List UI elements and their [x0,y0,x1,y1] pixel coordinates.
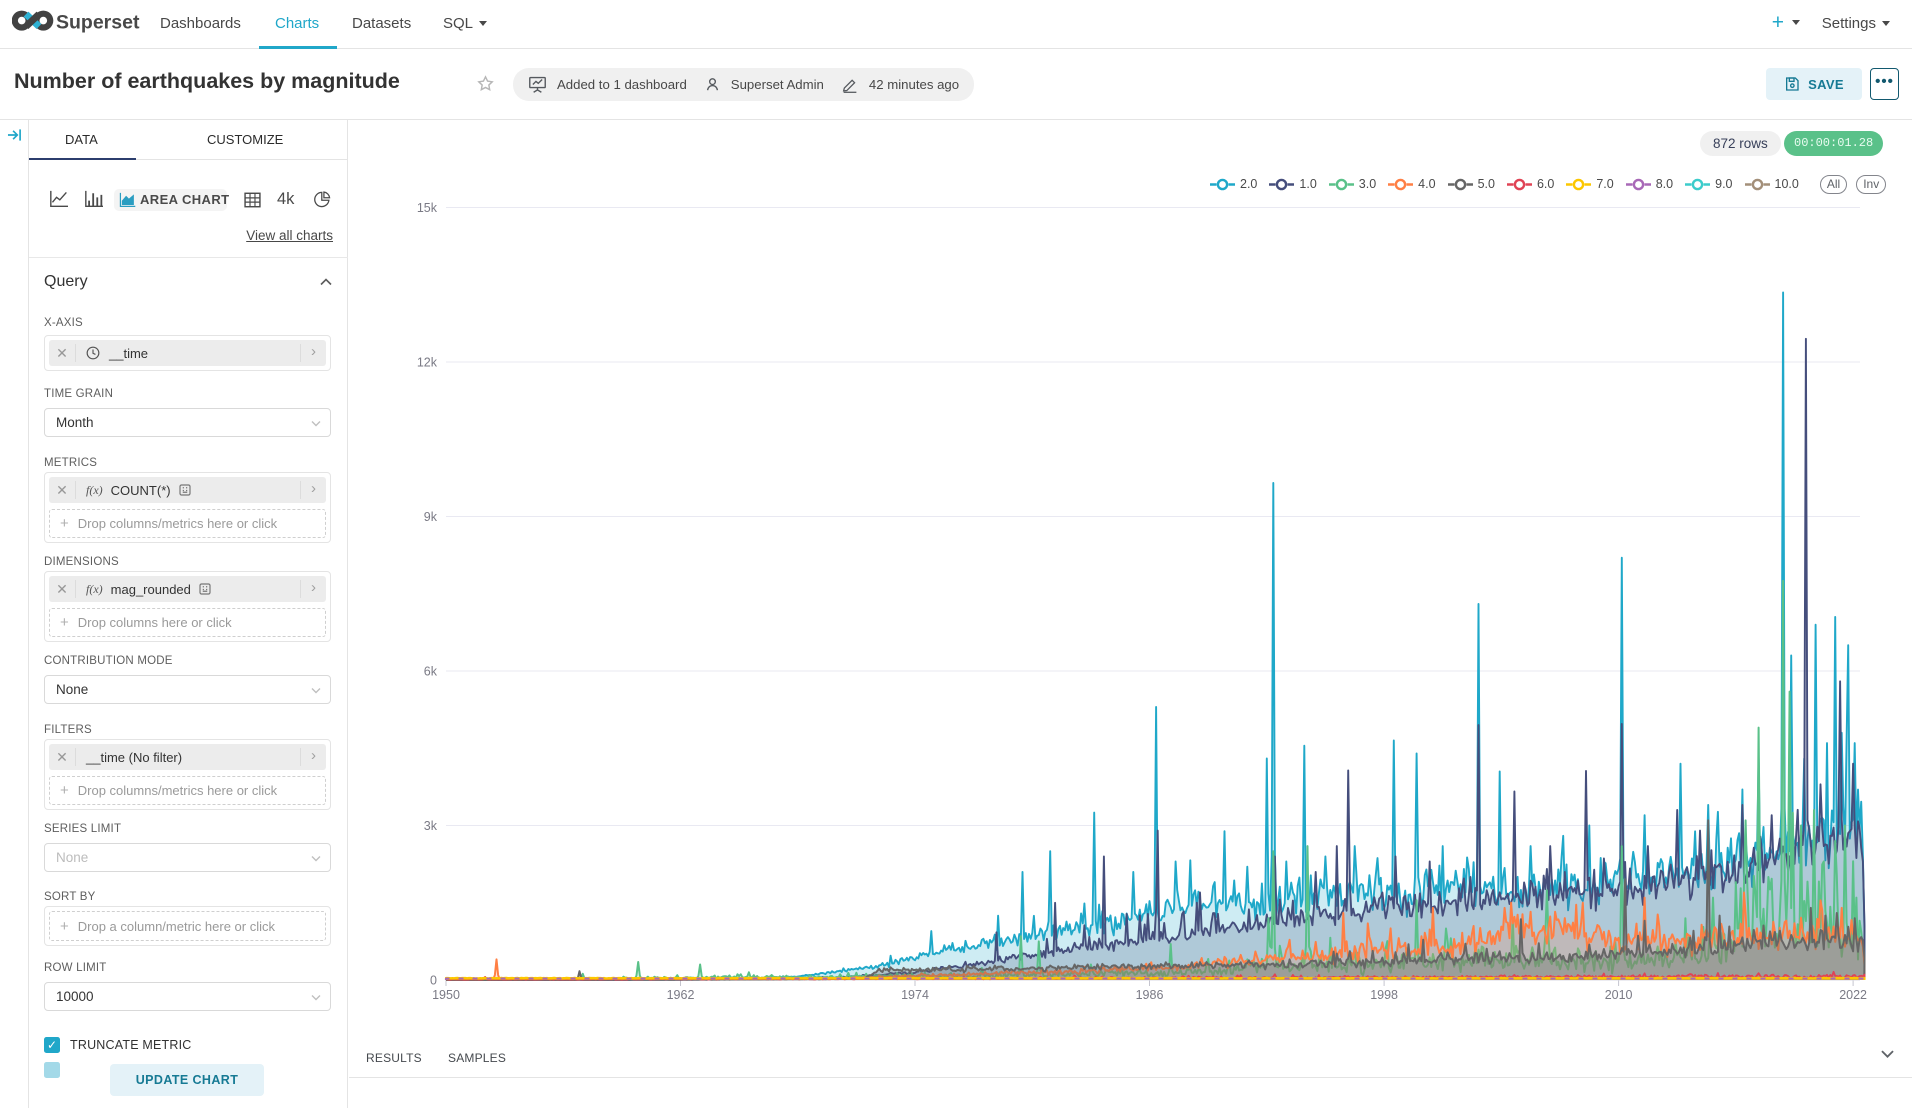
svg-text:2010: 2010 [1605,988,1633,1002]
svg-text:1986: 1986 [1136,988,1164,1002]
svg-text:2022: 2022 [1839,988,1867,1002]
svg-text:1962: 1962 [667,988,695,1002]
svg-text:0: 0 [430,974,437,988]
svg-text:6k: 6k [424,665,438,679]
svg-text:1974: 1974 [901,988,929,1002]
svg-text:15k: 15k [417,201,438,215]
svg-text:12k: 12k [417,356,438,370]
svg-text:Superset: Superset [56,12,140,34]
svg-text:3k: 3k [424,819,438,833]
svg-text:9k: 9k [424,510,438,524]
svg-text:1998: 1998 [1370,988,1398,1002]
svg-text:1950: 1950 [432,988,460,1002]
